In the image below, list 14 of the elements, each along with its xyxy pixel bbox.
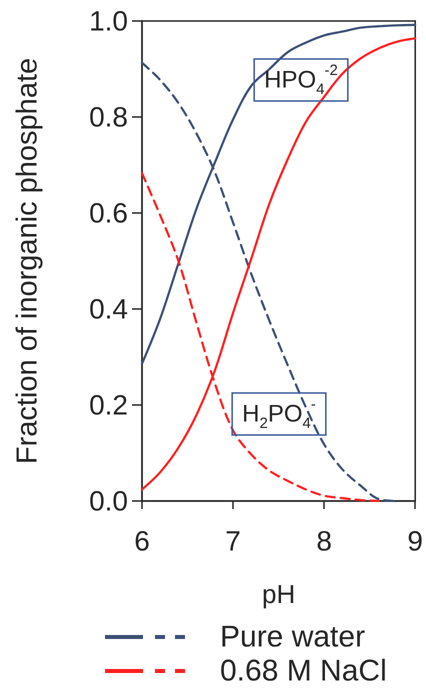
x-tick-label: 8: [316, 526, 332, 556]
legend-label: Pure water: [220, 620, 366, 654]
y-tick-label: 1.0: [89, 6, 128, 36]
legend-label: 0.68 M NaCl: [220, 654, 387, 688]
y-axis-title: Fraction of inorganic phosphate: [12, 58, 44, 464]
x-tick-label: 9: [407, 526, 424, 556]
y-tick-label: 0.4: [89, 294, 128, 324]
x-axis-title: pH: [262, 579, 296, 609]
y-tick-label: 0.0: [89, 486, 128, 516]
x-tick-label: 7: [225, 526, 241, 556]
x-tick-label: 6: [134, 526, 150, 556]
y-tick-label: 0.8: [89, 102, 128, 132]
y-tick-label: 0.2: [89, 390, 128, 420]
y-tick-label: 0.6: [89, 198, 128, 228]
